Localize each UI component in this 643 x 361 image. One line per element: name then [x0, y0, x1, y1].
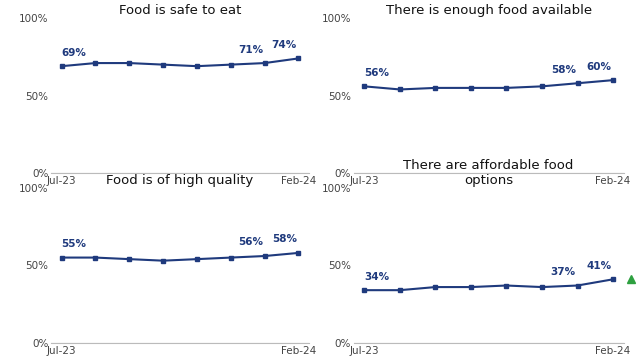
Text: 56%: 56%: [238, 238, 263, 248]
Title: There is enough food available: There is enough food available: [386, 4, 592, 17]
Text: 56%: 56%: [365, 68, 389, 78]
Text: 41%: 41%: [586, 261, 611, 271]
Title: There are affordable food
options: There are affordable food options: [404, 158, 574, 187]
Title: Food is safe to eat: Food is safe to eat: [119, 4, 241, 17]
Text: 74%: 74%: [271, 40, 297, 50]
Text: 69%: 69%: [62, 48, 86, 58]
Text: 58%: 58%: [551, 65, 575, 75]
Text: 58%: 58%: [272, 234, 297, 244]
Text: 34%: 34%: [365, 271, 390, 282]
Title: Food is of high quality: Food is of high quality: [106, 174, 254, 187]
Text: 60%: 60%: [586, 62, 611, 71]
Text: 37%: 37%: [550, 267, 575, 277]
Text: 71%: 71%: [238, 44, 263, 55]
Text: 55%: 55%: [62, 239, 87, 249]
